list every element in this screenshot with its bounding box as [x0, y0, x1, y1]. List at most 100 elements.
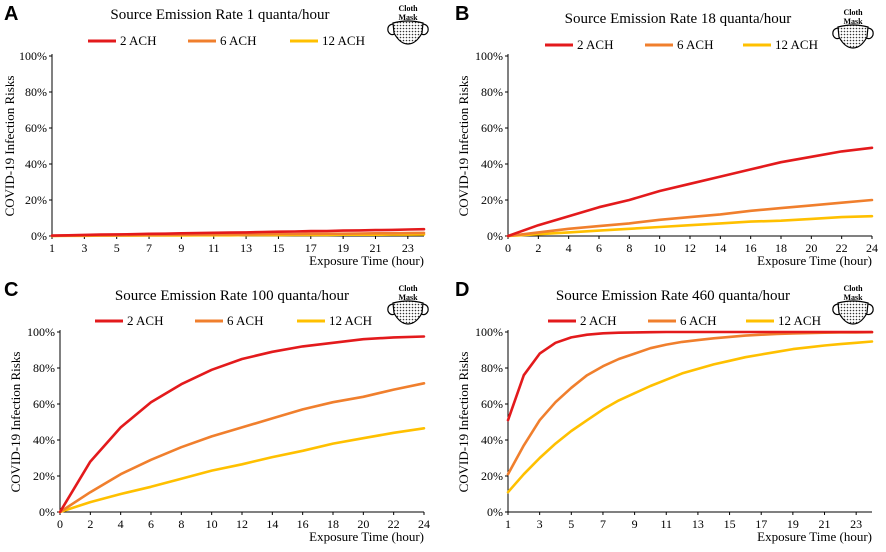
y-tick-label: 20%: [481, 469, 503, 483]
y-tick-label: 80%: [33, 361, 55, 375]
x-tick-label: 5: [114, 241, 120, 255]
y-tick-label: 80%: [25, 85, 47, 99]
panel-letter: A: [4, 3, 18, 25]
mask-label-line1: Cloth: [398, 284, 418, 293]
chart-title: Source Emission Rate 1 quanta/hour: [110, 7, 329, 23]
x-tick-label: 23: [850, 517, 862, 531]
x-tick-label: 1: [505, 517, 511, 531]
x-tick-label: 8: [178, 517, 184, 531]
x-tick-label: 3: [537, 517, 543, 531]
panel-letter: B: [455, 3, 469, 25]
y-tick-label: 20%: [33, 469, 55, 483]
x-tick-label: 22: [388, 517, 400, 531]
legend-label: 12 ACH: [329, 313, 372, 328]
x-tick-label: 14: [714, 241, 726, 255]
x-axis-title: Exposure Time (hour): [309, 253, 424, 268]
mask-body: [837, 300, 869, 325]
mask-label-line1: Cloth: [843, 8, 863, 17]
y-tick-label: 20%: [25, 193, 47, 207]
x-tick-label: 17: [305, 241, 317, 255]
y-tick-label: 80%: [481, 361, 503, 375]
series-line-2-ach: [58, 335, 426, 514]
y-tick-label: 40%: [481, 157, 503, 171]
mask-strap-right: [420, 23, 429, 36]
x-tick-label: 23: [402, 241, 414, 255]
y-tick-label: 100%: [27, 325, 55, 339]
x-tick-label: 10: [654, 241, 666, 255]
y-axis-title: COVID-19 Infection Risks: [456, 76, 471, 217]
x-axis-title: Exposure Time (hour): [309, 529, 424, 544]
y-tick-label: 0%: [487, 505, 503, 519]
y-axis-title: COVID-19 Infection Risks: [456, 352, 471, 493]
x-tick-label: 6: [148, 517, 154, 531]
y-tick-label: 80%: [481, 85, 503, 99]
y-axis-title: COVID-19 Infection Risks: [2, 76, 17, 217]
legend-label: 12 ACH: [322, 33, 365, 48]
chart-title: Source Emission Rate 460 quanta/hour: [556, 288, 790, 304]
legend-label: 2 ACH: [580, 313, 616, 328]
y-tick-label: 60%: [481, 121, 503, 135]
y-tick-label: 40%: [25, 157, 47, 171]
x-tick-label: 20: [805, 241, 817, 255]
y-tick-label: 0%: [31, 229, 47, 243]
y-tick-label: 100%: [475, 49, 503, 63]
x-tick-label: 9: [178, 241, 184, 255]
panel-letter: D: [455, 279, 469, 301]
chart-title: Source Emission Rate 100 quanta/hour: [115, 288, 349, 304]
x-tick-label: 10: [206, 517, 218, 531]
x-tick-label: 16: [297, 517, 309, 531]
x-tick-label: 0: [57, 517, 63, 531]
x-tick-label: 11: [208, 241, 220, 255]
legend-label: 6 ACH: [220, 33, 256, 48]
x-tick-label: 12: [236, 517, 248, 531]
series-line-12-ach: [506, 340, 874, 494]
x-tick-label: 20: [357, 517, 369, 531]
x-tick-label: 15: [272, 241, 284, 255]
y-axis-title: COVID-19 Infection Risks: [8, 352, 23, 493]
legend-label: 6 ACH: [680, 313, 716, 328]
x-tick-label: 12: [684, 241, 696, 255]
mask-strap-left: [387, 23, 396, 36]
x-tick-label: 4: [566, 241, 572, 255]
x-tick-label: 24: [418, 517, 430, 531]
x-tick-label: 16: [745, 241, 757, 255]
y-tick-label: 40%: [481, 433, 503, 447]
x-tick-label: 17: [755, 517, 767, 531]
mask-body: [837, 24, 869, 49]
mask-strap-left: [832, 303, 841, 316]
x-tick-label: 19: [337, 241, 349, 255]
series-line-2-ach: [506, 146, 874, 238]
x-tick-label: 0: [505, 241, 511, 255]
legend-label: 2 ACH: [127, 313, 163, 328]
mask-label-line2: Mask: [398, 293, 418, 302]
y-tick-label: 100%: [475, 325, 503, 339]
series-line-12-ach: [58, 426, 426, 514]
x-tick-label: 5: [568, 517, 574, 531]
y-tick-label: 0%: [39, 505, 55, 519]
x-tick-label: 18: [775, 241, 787, 255]
mask-strap-left: [832, 27, 841, 40]
mask-strap-right: [865, 303, 874, 316]
legend-label: 6 ACH: [677, 37, 713, 52]
x-tick-label: 11: [660, 517, 672, 531]
mask-strap-right: [865, 27, 874, 40]
mask-label-line2: Mask: [398, 13, 418, 22]
chart-title: Source Emission Rate 18 quanta/hour: [565, 11, 792, 27]
legend-label: 2 ACH: [577, 37, 613, 52]
x-tick-label: 9: [632, 517, 638, 531]
mask-strap-right: [420, 303, 429, 316]
y-tick-label: 60%: [33, 397, 55, 411]
x-tick-label: 4: [118, 517, 124, 531]
mask-label-line2: Mask: [843, 17, 863, 26]
mask-body: [392, 300, 424, 325]
x-tick-label: 6: [596, 241, 602, 255]
mask-label-line1: Cloth: [843, 284, 863, 293]
mask-label-line2: Mask: [843, 293, 863, 302]
series-line-6-ach: [506, 330, 874, 476]
x-tick-label: 7: [600, 517, 606, 531]
x-tick-label: 14: [266, 517, 278, 531]
series-line-2-ach: [506, 330, 874, 422]
x-tick-label: 2: [535, 241, 541, 255]
